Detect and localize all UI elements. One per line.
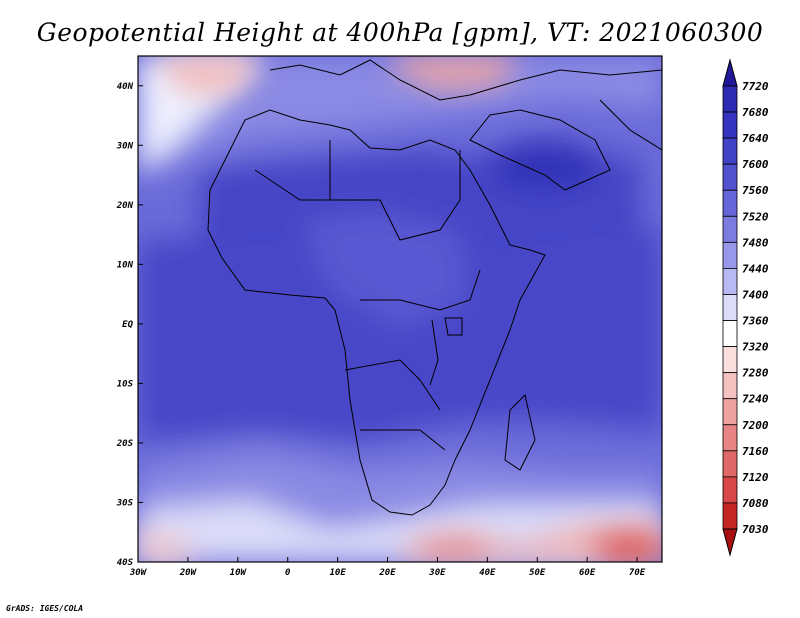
colorbar-label: 7240	[742, 393, 769, 406]
colorbar-label: 7400	[742, 288, 769, 301]
colorbar-band	[722, 320, 738, 347]
contour-field	[138, 56, 662, 562]
chart-title: Geopotential Height at 400hPa [gpm], VT:…	[36, 18, 764, 47]
x-tick-label: 30W	[129, 568, 148, 578]
arabian-core	[490, 140, 600, 190]
y-tick-label: EQ	[122, 320, 133, 330]
grads-credit: GrADS: IGES/COLA	[6, 604, 84, 613]
lake-tanganyika	[429, 319, 439, 386]
coastlines	[207, 59, 662, 516]
colorbar-bottom-arrow	[722, 528, 738, 557]
colorbar-band	[722, 268, 738, 295]
border-west	[254, 169, 330, 201]
colorbar-band	[722, 241, 738, 269]
colorbar-label: 7560	[742, 184, 769, 197]
colorbar-label: 7120	[742, 471, 769, 484]
colorbar-band	[722, 163, 738, 191]
europe-coast	[269, 59, 662, 101]
colorbar-band	[722, 346, 738, 374]
colorbar-top-arrow	[722, 58, 738, 87]
colorbar-band	[722, 502, 738, 530]
y-tick-label: 30S	[116, 498, 134, 508]
colorbar-label: 7520	[742, 210, 769, 223]
border-central	[360, 269, 481, 311]
x-tick-label: 40E	[479, 568, 496, 578]
colorbar-band	[722, 294, 738, 321]
x-axis: 30W 20W 10W 0 10E 20E 30E 40E 50E 60E 70E	[129, 557, 646, 578]
x-tick-label: 10E	[329, 568, 346, 578]
y-tick-label: 20S	[116, 439, 134, 449]
plot-frame	[137, 55, 663, 563]
x-tick-label: 0	[285, 568, 291, 578]
colorbar-label: 7600	[742, 158, 769, 171]
y-tick-label: 10N	[117, 260, 134, 270]
colorbar-label: 7640	[742, 132, 769, 145]
trough-southern-core	[590, 530, 662, 562]
x-tick-label: 30E	[428, 568, 446, 578]
lake-victoria	[444, 317, 463, 336]
colorbar-band	[722, 476, 738, 504]
colorbar-band	[722, 215, 738, 243]
y-tick-label: 40S	[117, 558, 134, 568]
border-south-central	[344, 359, 441, 411]
colorbar-band	[722, 424, 738, 452]
africa-coast	[207, 109, 546, 516]
trough-atlantic	[160, 56, 260, 95]
trough-southern-b	[420, 540, 490, 562]
colorbar-band	[722, 450, 738, 478]
band-tropical	[138, 230, 662, 440]
arabia-coast	[469, 109, 611, 191]
madagascar-coast	[504, 394, 536, 471]
colorbar-band	[722, 398, 738, 426]
y-tick-label: 20N	[116, 201, 134, 211]
x-tick-label: 50E	[529, 568, 546, 578]
colorbar-band	[722, 137, 738, 165]
x-tick-label: 20W	[179, 568, 198, 578]
colorbar-label: 7280	[742, 367, 769, 380]
colorbar-label: 7320	[742, 341, 769, 354]
colorbar-label: 7680	[742, 106, 769, 119]
trough-mediterranean	[390, 56, 520, 90]
colorbar-label: 7480	[742, 236, 769, 249]
y-tick-label: 40N	[117, 82, 134, 92]
colorbar-label: 7440	[742, 262, 769, 275]
colorbar-label: 7030	[742, 523, 769, 536]
colorbar-label: 7360	[742, 315, 769, 328]
colorbar-label: 7080	[742, 497, 769, 510]
colorbar-band	[722, 189, 738, 217]
colorbar-label: 7200	[742, 419, 769, 432]
colorbar-band	[722, 85, 738, 113]
border-south	[360, 429, 446, 451]
border-asia	[599, 99, 662, 151]
x-tick-label: 20E	[378, 568, 396, 578]
x-tick-label: 10W	[230, 568, 248, 578]
colorbar-band	[722, 111, 738, 139]
y-axis: 40N 30N 20N 10N EQ 10S 20S 30S 40S	[116, 82, 143, 568]
trough-south-atlantic	[138, 530, 200, 562]
colorbar-band	[722, 372, 738, 400]
x-tick-label: 70E	[629, 568, 646, 578]
y-tick-label: 10S	[117, 379, 134, 389]
band-north-mid	[138, 56, 662, 180]
colorbar: 7720 7680 7640 7600 7560 7520 7480 7440 7400 7360…	[722, 58, 769, 557]
colorbar-label: 7720	[742, 80, 769, 93]
colorbar-label: 7160	[742, 445, 769, 458]
y-tick-label: 30N	[116, 141, 134, 151]
band-central	[300, 210, 470, 330]
x-tick-label: 60E	[579, 568, 596, 578]
